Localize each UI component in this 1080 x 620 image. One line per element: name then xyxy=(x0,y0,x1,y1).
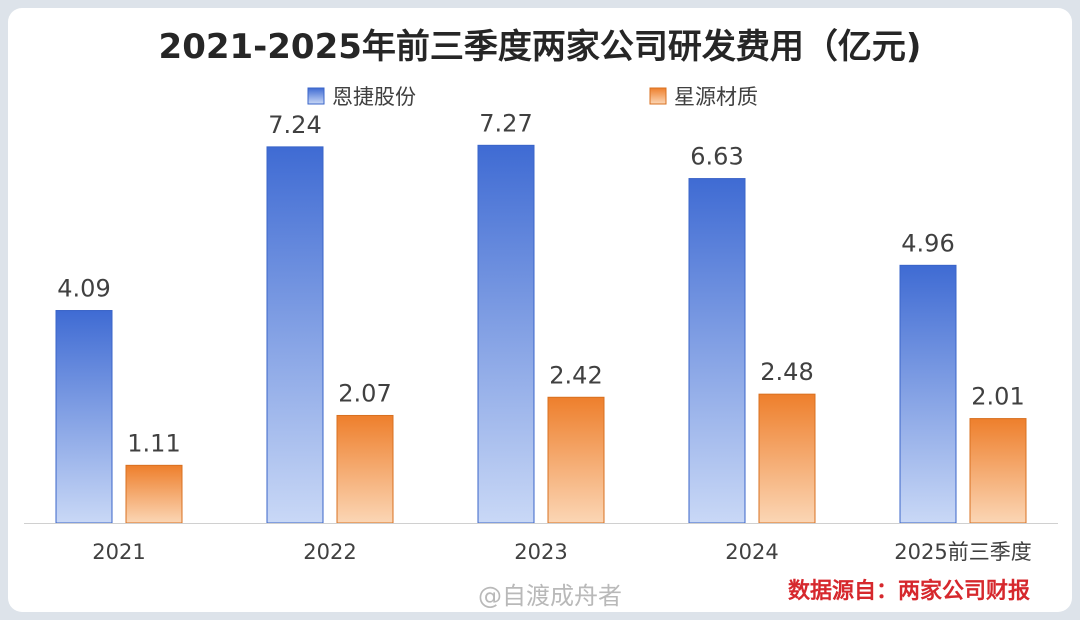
x-tick-label: 2024 xyxy=(725,540,778,564)
legend-item-xingyuan: 星源材质 xyxy=(649,85,758,109)
chart-title: 2021-2025年前三季度两家公司研发费用（亿元) xyxy=(159,27,922,67)
bar-xingyuan-2022 xyxy=(336,414,394,524)
data-label-xingyuan-2023: 2.42 xyxy=(549,361,602,389)
data-label-enjie-2021: 4.09 xyxy=(57,275,110,303)
legend: 恩捷股份 星源材质 xyxy=(307,85,758,109)
watermark: @自渡成舟者 xyxy=(478,582,622,610)
bar-enjie-2022 xyxy=(266,146,324,524)
x-tick-label: 2025前三季度 xyxy=(894,540,1031,564)
data-label-xingyuan-2024: 2.48 xyxy=(760,358,813,386)
plot-area: 4.09 1.11 2021 7.24 2.07 2022 7.27 2.42 2023 6.63… xyxy=(24,109,1058,564)
legend-label-enjie: 恩捷股份 xyxy=(332,85,416,109)
data-label-enjie-2024: 6.63 xyxy=(690,143,743,171)
data-label-enjie-2025前三季度: 4.96 xyxy=(901,229,954,257)
legend-swatch-xingyuan xyxy=(649,87,667,105)
data-label-xingyuan-2021: 1.11 xyxy=(127,429,180,457)
x-tick-label: 2023 xyxy=(514,540,567,564)
legend-swatch-enjie xyxy=(307,87,325,105)
x-tick-label: 2021 xyxy=(92,540,145,564)
source-note: 数据源自：两家公司财报 xyxy=(788,578,1030,604)
bar-xingyuan-2024 xyxy=(758,393,816,524)
legend-item-enjie: 恩捷股份 xyxy=(307,85,416,109)
bar-enjie-2021 xyxy=(55,310,113,524)
bar-xingyuan-2023 xyxy=(547,396,605,524)
bar-xingyuan-2021 xyxy=(125,464,183,524)
bar-enjie-2025前三季度 xyxy=(899,264,957,524)
chart-card xyxy=(8,8,1072,612)
data-label-enjie-2022: 7.24 xyxy=(268,111,321,139)
legend-label-xingyuan: 星源材质 xyxy=(674,85,758,109)
data-label-xingyuan-2025前三季度: 2.01 xyxy=(971,383,1024,411)
bar-enjie-2024 xyxy=(688,178,746,524)
data-label-xingyuan-2022: 2.07 xyxy=(338,379,391,407)
bar-xingyuan-2025前三季度 xyxy=(969,418,1027,524)
data-label-enjie-2023: 7.27 xyxy=(479,109,532,137)
bar-enjie-2023 xyxy=(477,144,535,524)
x-tick-label: 2022 xyxy=(303,540,356,564)
